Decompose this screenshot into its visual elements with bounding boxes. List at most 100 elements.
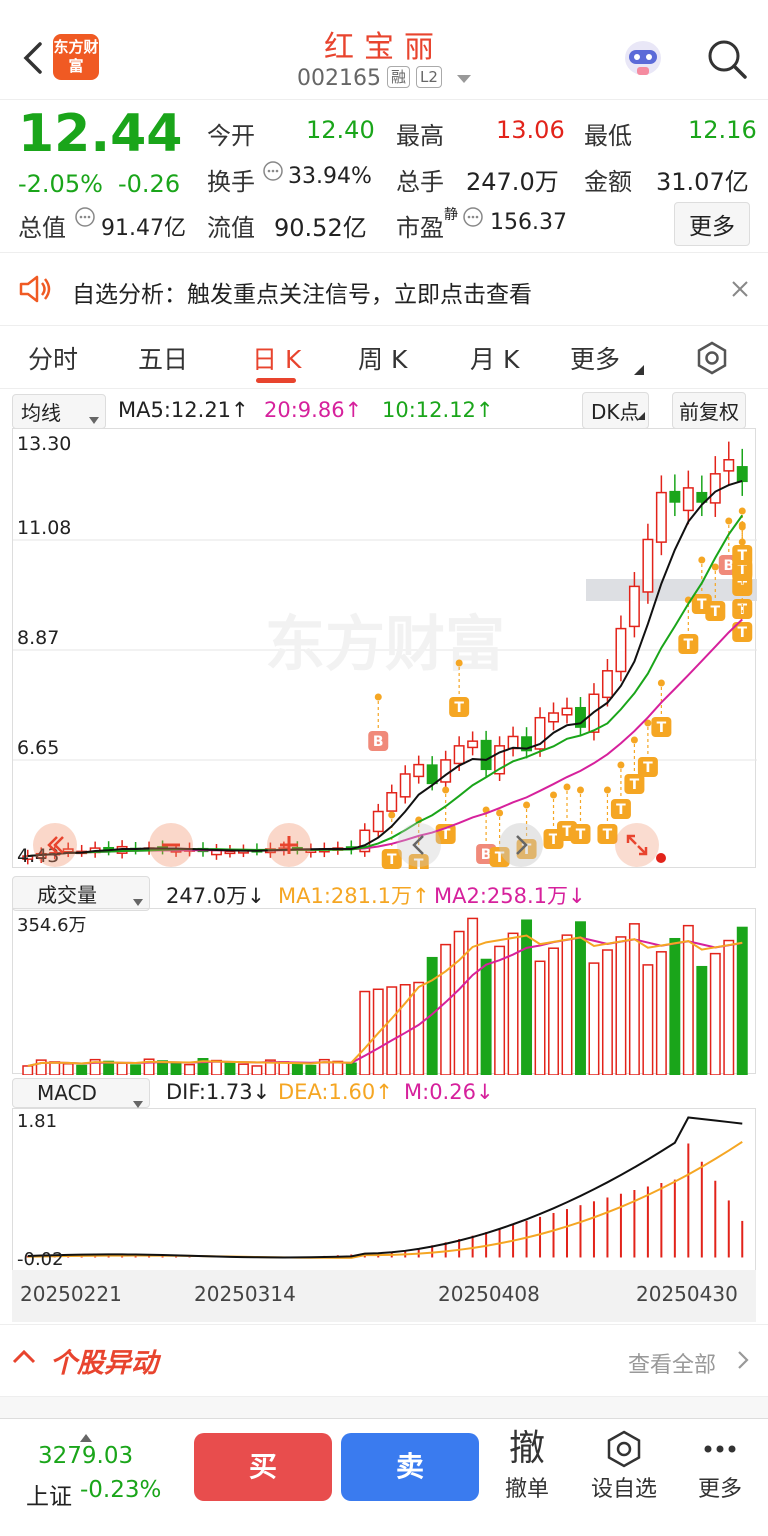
candle-body (615, 627, 627, 673)
candle-body (62, 848, 74, 853)
index-value[interactable]: 3279.03 (38, 1443, 134, 1469)
current-price: 12.44 (18, 104, 183, 164)
more-dots-icon (692, 1427, 748, 1471)
volume-bar (588, 962, 600, 1075)
fullscreen-button[interactable] (615, 823, 659, 867)
volume-bar (655, 951, 667, 1075)
volume-bar (197, 1058, 209, 1075)
marker-badge (624, 774, 645, 794)
chevron-up-icon[interactable] (12, 1347, 36, 1369)
index-change[interactable]: -0.23% (80, 1477, 162, 1503)
candle-body (736, 466, 748, 483)
volume-bar (615, 936, 627, 1075)
candle-body (575, 706, 586, 728)
volume-bar (170, 1062, 182, 1075)
marker-label: T (387, 852, 397, 868)
tab-more[interactable]: 更多 (570, 345, 621, 374)
robot-assistant-icon[interactable] (620, 36, 666, 80)
volume-bar (143, 1058, 155, 1075)
tab-weekly-k[interactable]: 周 K (358, 345, 408, 374)
cancel-order-icon: 撤 (508, 1428, 545, 1469)
zoom-out-button[interactable] (149, 823, 193, 867)
volume-bar (601, 949, 613, 1075)
candle-body (507, 735, 519, 750)
view-all-link[interactable]: 查看全部 (628, 1353, 717, 1378)
shrink-left-button[interactable] (33, 823, 77, 867)
volume-chart[interactable]: 354.6万 (12, 908, 756, 1075)
info-icon[interactable] (74, 206, 96, 232)
candle-body (709, 473, 721, 504)
watermark: 东方财富 (265, 610, 505, 680)
candle-body (682, 487, 694, 512)
close-icon[interactable] (730, 279, 750, 303)
marker-badge (449, 697, 470, 717)
marker-badge (489, 847, 510, 867)
macd-chart[interactable]: 1.81 -0.02 (12, 1108, 756, 1270)
volume-bar (521, 919, 533, 1075)
margin-tag: 融 (387, 66, 411, 88)
info-icon[interactable] (462, 206, 484, 232)
zoom-in-button[interactable] (267, 823, 311, 867)
kline-chart[interactable]: 东方财富 TTTBTTTTTTTTTTTTTBTTTTTTBT 13.30 11… (12, 428, 757, 869)
tab-intraday[interactable]: 分时 (28, 345, 79, 374)
anomaly-title: 个股异动 (50, 1348, 158, 1379)
volume-bar (22, 1065, 34, 1075)
marker-badge (651, 717, 672, 737)
buy-button[interactable]: 买 (194, 1433, 332, 1501)
back-icon[interactable] (18, 38, 48, 78)
favorite-icon (586, 1427, 662, 1471)
notice-bar[interactable]: 自选分析：触发重点关注信号，立即点击查看 (0, 252, 768, 324)
macd-indicator-select[interactable]: MACD (12, 1078, 150, 1108)
stock-name: 红宝丽 (324, 30, 444, 65)
marker-label: T (737, 548, 747, 564)
cancel-order-button[interactable]: 撤 撤单 (500, 1427, 554, 1503)
volume-bar (628, 923, 640, 1075)
add-favorite-button[interactable]: 设自选 (586, 1427, 662, 1503)
dk-point-button[interactable]: DK点 (582, 392, 649, 429)
sell-button[interactable]: 卖 (341, 1433, 479, 1501)
volume-bar (723, 939, 735, 1075)
cancel-order-label: 撤单 (504, 1477, 549, 1502)
dropdown-icon[interactable] (456, 66, 471, 91)
tab-daily-k[interactable]: 日 K (252, 345, 302, 374)
ma-indicator-select[interactable]: 均线 (12, 394, 106, 429)
dropdown-icon (133, 888, 143, 912)
marker-label: T (630, 777, 640, 793)
volume-bar (669, 937, 681, 1075)
marker-label: T (616, 802, 626, 818)
date-axis: 20250221 20250314 20250408 20250430 (12, 1270, 756, 1322)
more-quote-button[interactable]: 更多 (674, 202, 750, 246)
search-icon[interactable] (706, 38, 748, 80)
volume-indicator-select[interactable]: 成交量 (12, 876, 150, 911)
index-name[interactable]: 上证 (26, 1484, 72, 1510)
dk-point-label: DK点 (591, 400, 640, 424)
marker-label: B (723, 558, 734, 574)
anomaly-section[interactable]: 个股异动 查看全部 (0, 1324, 768, 1394)
more-button[interactable]: 更多 (692, 1427, 748, 1503)
volume-bar (116, 1062, 128, 1075)
volume-bar (480, 958, 492, 1075)
adjust-button[interactable]: 前复权 (672, 392, 746, 429)
volume-bar (35, 1059, 47, 1075)
candle-body (413, 763, 425, 778)
scroll-left-button[interactable] (397, 823, 441, 867)
marker-badge (637, 757, 658, 777)
tab-monthly-k[interactable]: 月 K (470, 345, 520, 374)
marker-label: T (603, 827, 613, 843)
volume-bar (548, 947, 559, 1075)
info-icon[interactable] (262, 160, 284, 186)
notification-dot (656, 853, 666, 863)
settings-icon[interactable] (694, 340, 730, 380)
chevron-right-icon[interactable] (736, 1349, 750, 1375)
marker-label: T (576, 827, 586, 843)
volume-value-legend: 247.0万↓ (166, 884, 265, 908)
candle-body (655, 491, 667, 543)
volume-bar (49, 1061, 61, 1075)
volume-bar (386, 986, 398, 1075)
marker-dot (550, 791, 558, 799)
tab-five-day[interactable]: 五日 (138, 345, 189, 374)
marker-badge (732, 545, 753, 565)
volume-bar (264, 1059, 276, 1075)
scroll-right-button[interactable] (499, 823, 543, 867)
candle-body (372, 810, 384, 833)
